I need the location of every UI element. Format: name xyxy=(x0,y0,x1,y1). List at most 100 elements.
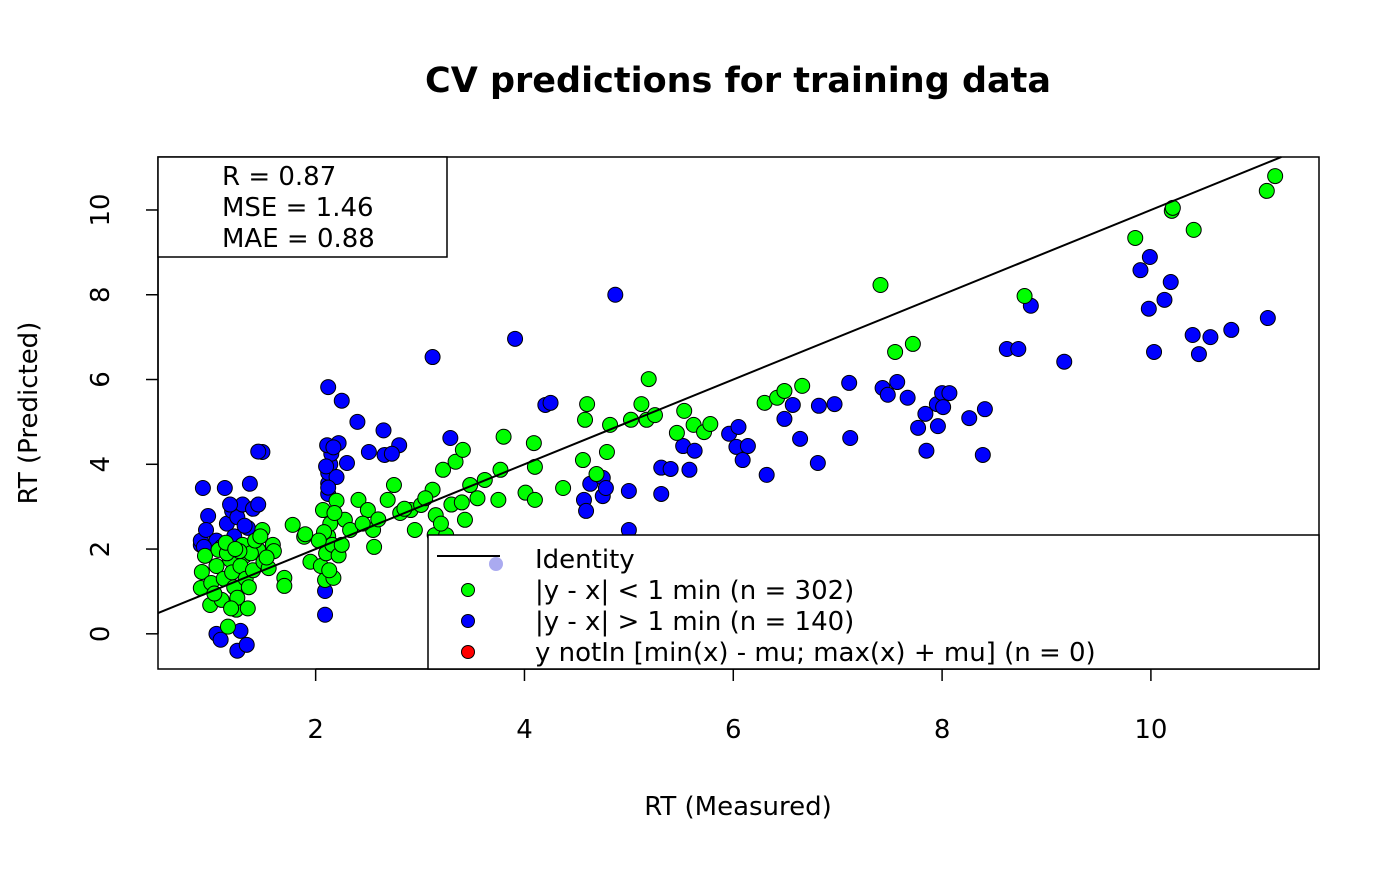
point-outside xyxy=(929,418,946,435)
point-outside xyxy=(1202,329,1219,346)
point-outside xyxy=(383,445,400,462)
point-outside xyxy=(349,413,366,430)
point-within xyxy=(208,558,225,575)
point-outside xyxy=(917,405,934,422)
point-within xyxy=(456,511,473,528)
point-outside xyxy=(1223,321,1240,338)
point-outside xyxy=(1190,346,1207,363)
y-axis: 0 2 4 6 8 10 xyxy=(86,193,159,643)
point-outside xyxy=(320,379,337,396)
point-within xyxy=(193,563,210,580)
point-outside xyxy=(542,394,559,411)
point-within xyxy=(640,371,657,388)
point-within xyxy=(668,424,685,441)
legend-marker-green xyxy=(461,583,475,597)
point-within xyxy=(1267,168,1284,185)
point-outside xyxy=(360,443,377,460)
point-outside xyxy=(1140,300,1157,317)
point-outside xyxy=(976,401,993,418)
point-outside xyxy=(1010,341,1027,357)
points-layer xyxy=(192,168,1284,659)
point-within xyxy=(469,490,486,507)
point-within xyxy=(887,343,904,360)
point-outside xyxy=(1184,327,1201,344)
x-tick-label: 4 xyxy=(516,715,533,745)
point-outside xyxy=(250,496,267,513)
point-within xyxy=(872,277,889,293)
point-outside xyxy=(910,419,927,436)
point-within xyxy=(1185,221,1202,238)
point-outside xyxy=(758,466,775,483)
point-within xyxy=(333,536,350,553)
point-outside xyxy=(333,392,350,409)
point-outside xyxy=(236,517,253,534)
point-outside xyxy=(899,389,916,406)
y-axis-label: RT (Predicted) xyxy=(14,322,44,505)
point-outside xyxy=(375,422,392,439)
x-tick-label: 2 xyxy=(307,715,324,745)
y-tick-label: 4 xyxy=(86,456,116,473)
point-within xyxy=(579,396,596,413)
point-within xyxy=(366,538,383,555)
point-outside xyxy=(889,374,906,391)
x-axis-label: RT (Measured) xyxy=(644,792,832,822)
point-outside xyxy=(776,410,793,427)
point-outside xyxy=(442,430,459,447)
point-within xyxy=(495,428,512,445)
point-within xyxy=(588,466,605,483)
point-within xyxy=(196,547,213,564)
point-outside xyxy=(317,606,334,623)
point-within xyxy=(379,491,396,508)
point-within xyxy=(417,490,434,507)
point-outside xyxy=(507,330,524,347)
point-within xyxy=(904,335,921,352)
point-outside xyxy=(238,636,255,653)
point-outside xyxy=(662,460,679,477)
point-outside xyxy=(212,631,229,648)
point-outside xyxy=(1156,291,1173,308)
legend-marker-red xyxy=(461,645,475,659)
point-outside xyxy=(734,452,751,469)
point-outside xyxy=(961,410,978,427)
point-within xyxy=(297,526,314,543)
point-within xyxy=(326,505,343,522)
point-outside xyxy=(1056,353,1073,370)
point-within xyxy=(454,441,471,458)
point-outside xyxy=(1141,249,1158,266)
point-within xyxy=(794,377,811,394)
point-within xyxy=(240,579,257,596)
point-outside xyxy=(338,455,355,472)
point-within xyxy=(555,480,572,497)
point-outside xyxy=(198,521,215,538)
legend-label-within: |y - x| < 1 min (n = 302) xyxy=(535,576,854,606)
point-outside xyxy=(318,458,335,475)
point-outside xyxy=(918,442,935,459)
point-outside xyxy=(325,439,342,456)
point-outside xyxy=(620,482,637,499)
point-outside xyxy=(1259,310,1276,327)
point-outside xyxy=(241,475,258,492)
point-outside xyxy=(1132,262,1149,279)
point-outside xyxy=(607,286,624,303)
point-outside xyxy=(681,461,698,478)
point-outside xyxy=(328,469,345,485)
point-outside xyxy=(653,485,670,502)
point-outside xyxy=(739,438,756,455)
legend-extra-marker xyxy=(489,557,503,571)
stat-r: R = 0.87 xyxy=(222,162,336,192)
point-outside xyxy=(974,446,991,463)
point-within xyxy=(227,541,244,558)
legend-marker-blue xyxy=(461,614,475,628)
point-within xyxy=(406,521,423,538)
point-within xyxy=(223,600,240,617)
point-outside xyxy=(730,418,747,435)
legend-label-outside: |y - x| > 1 min (n = 140) xyxy=(535,607,854,637)
point-outside xyxy=(216,480,233,497)
point-outside xyxy=(841,374,858,391)
legend-label-identity: Identity xyxy=(535,545,635,575)
stats-box: R = 0.87 MSE = 1.46 MAE = 0.88 xyxy=(157,156,448,258)
point-outside xyxy=(810,397,827,414)
y-tick-label: 0 xyxy=(86,626,116,643)
identity-line xyxy=(157,156,1282,614)
point-within xyxy=(321,562,338,579)
